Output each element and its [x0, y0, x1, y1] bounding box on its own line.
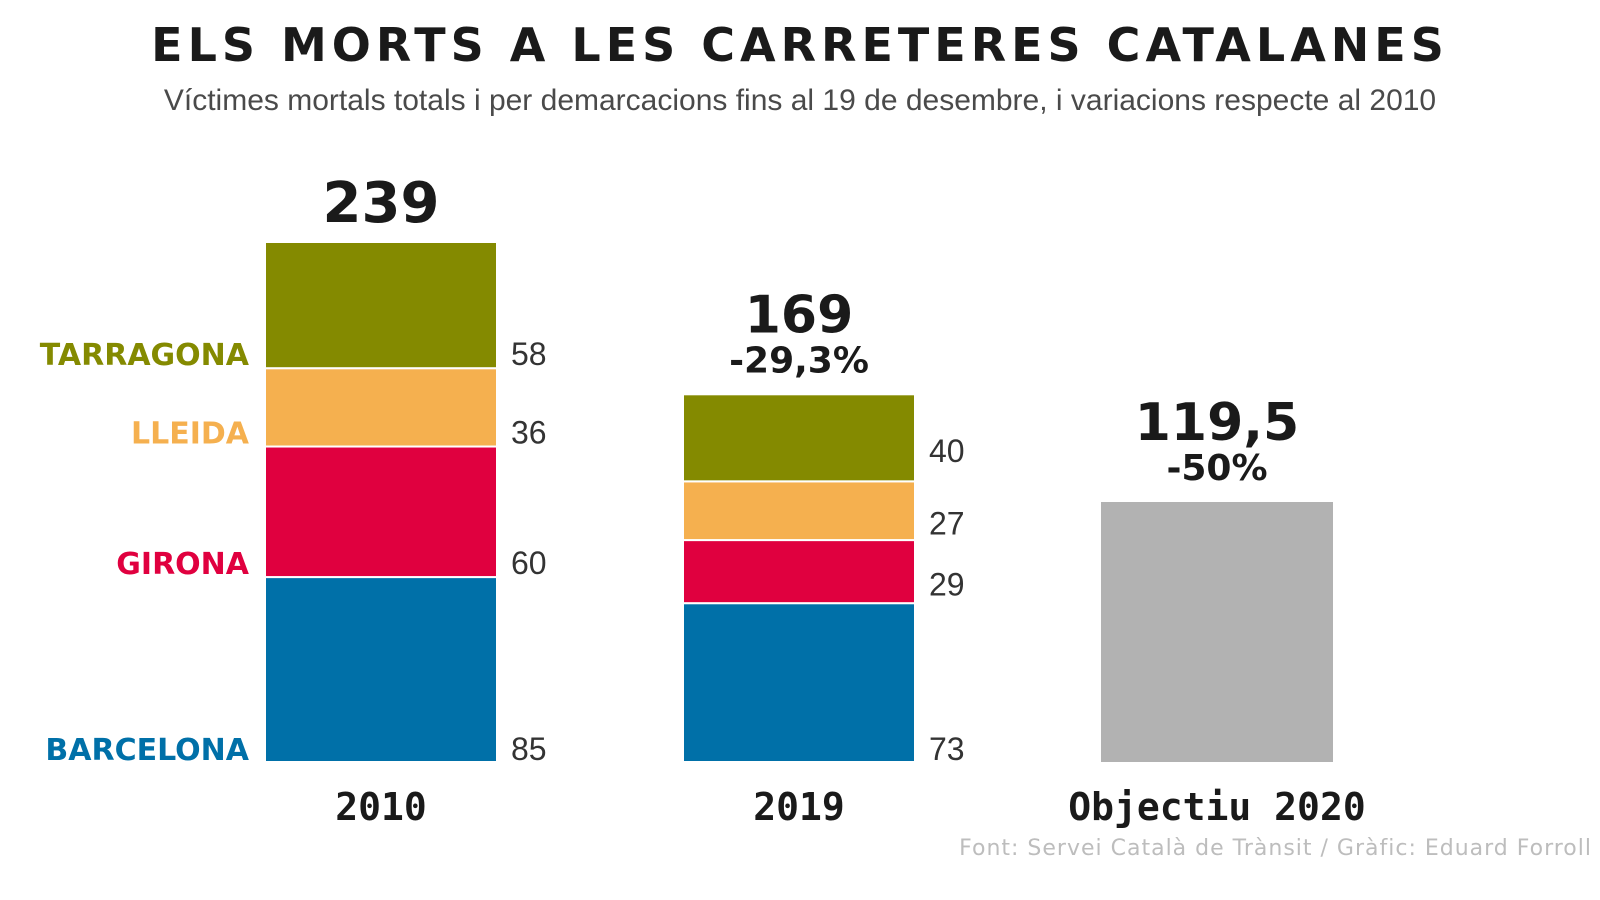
value-label-2010-tarragona: 58 [511, 336, 547, 372]
variation-label-objectiu-2020: -50% [1166, 448, 1267, 489]
total-label-2019: 169 [745, 285, 854, 345]
legend-label-barcelona: BARCELONA [45, 733, 249, 768]
chart-title: ELS MORTS A LES CARRETERES CATALANES [151, 18, 1449, 72]
total-label-2010: 239 [323, 171, 440, 236]
category-label-2019: 2019 [753, 785, 845, 829]
value-label-2019-barcelona: 73 [929, 731, 965, 767]
category-label-2010: 2010 [335, 785, 427, 829]
value-label-2010-girona: 60 [511, 545, 547, 581]
value-label-2010-lleida: 36 [511, 415, 547, 451]
value-label-2019-tarragona: 40 [929, 433, 965, 469]
bar-2019-girona [682, 539, 916, 605]
legend-label-tarragona: TARRAGONA [40, 338, 250, 373]
bar-2010-lleida [264, 367, 498, 448]
chart-subtitle: Víctimes mortals totals i per demarcacio… [163, 84, 1437, 117]
bar-2010-barcelona [264, 576, 498, 763]
variation-label-2019: -29,3% [729, 340, 869, 381]
bar-2019-tarragona [682, 393, 916, 483]
bar-2010-girona [264, 445, 498, 579]
legend-label-lleida: LLEIDA [131, 417, 250, 452]
category-label-objectiu-2020: Objectiu 2020 [1068, 785, 1365, 829]
source-credit: Font: Servei Català de Trànsit / Gràfic:… [959, 836, 1592, 861]
value-label-2019-lleida: 27 [929, 506, 965, 542]
value-label-2019-girona: 29 [929, 567, 965, 603]
total-label-objectiu-2020: 119,5 [1135, 393, 1299, 453]
legend-label-girona: GIRONA [116, 547, 249, 582]
bar-2019-lleida [682, 480, 916, 542]
bar-objectiu-2020-target [1101, 502, 1333, 762]
bar-2019-barcelona [682, 602, 916, 764]
value-label-2010-barcelona: 85 [511, 731, 547, 767]
bar-2010-tarragona [264, 241, 498, 370]
